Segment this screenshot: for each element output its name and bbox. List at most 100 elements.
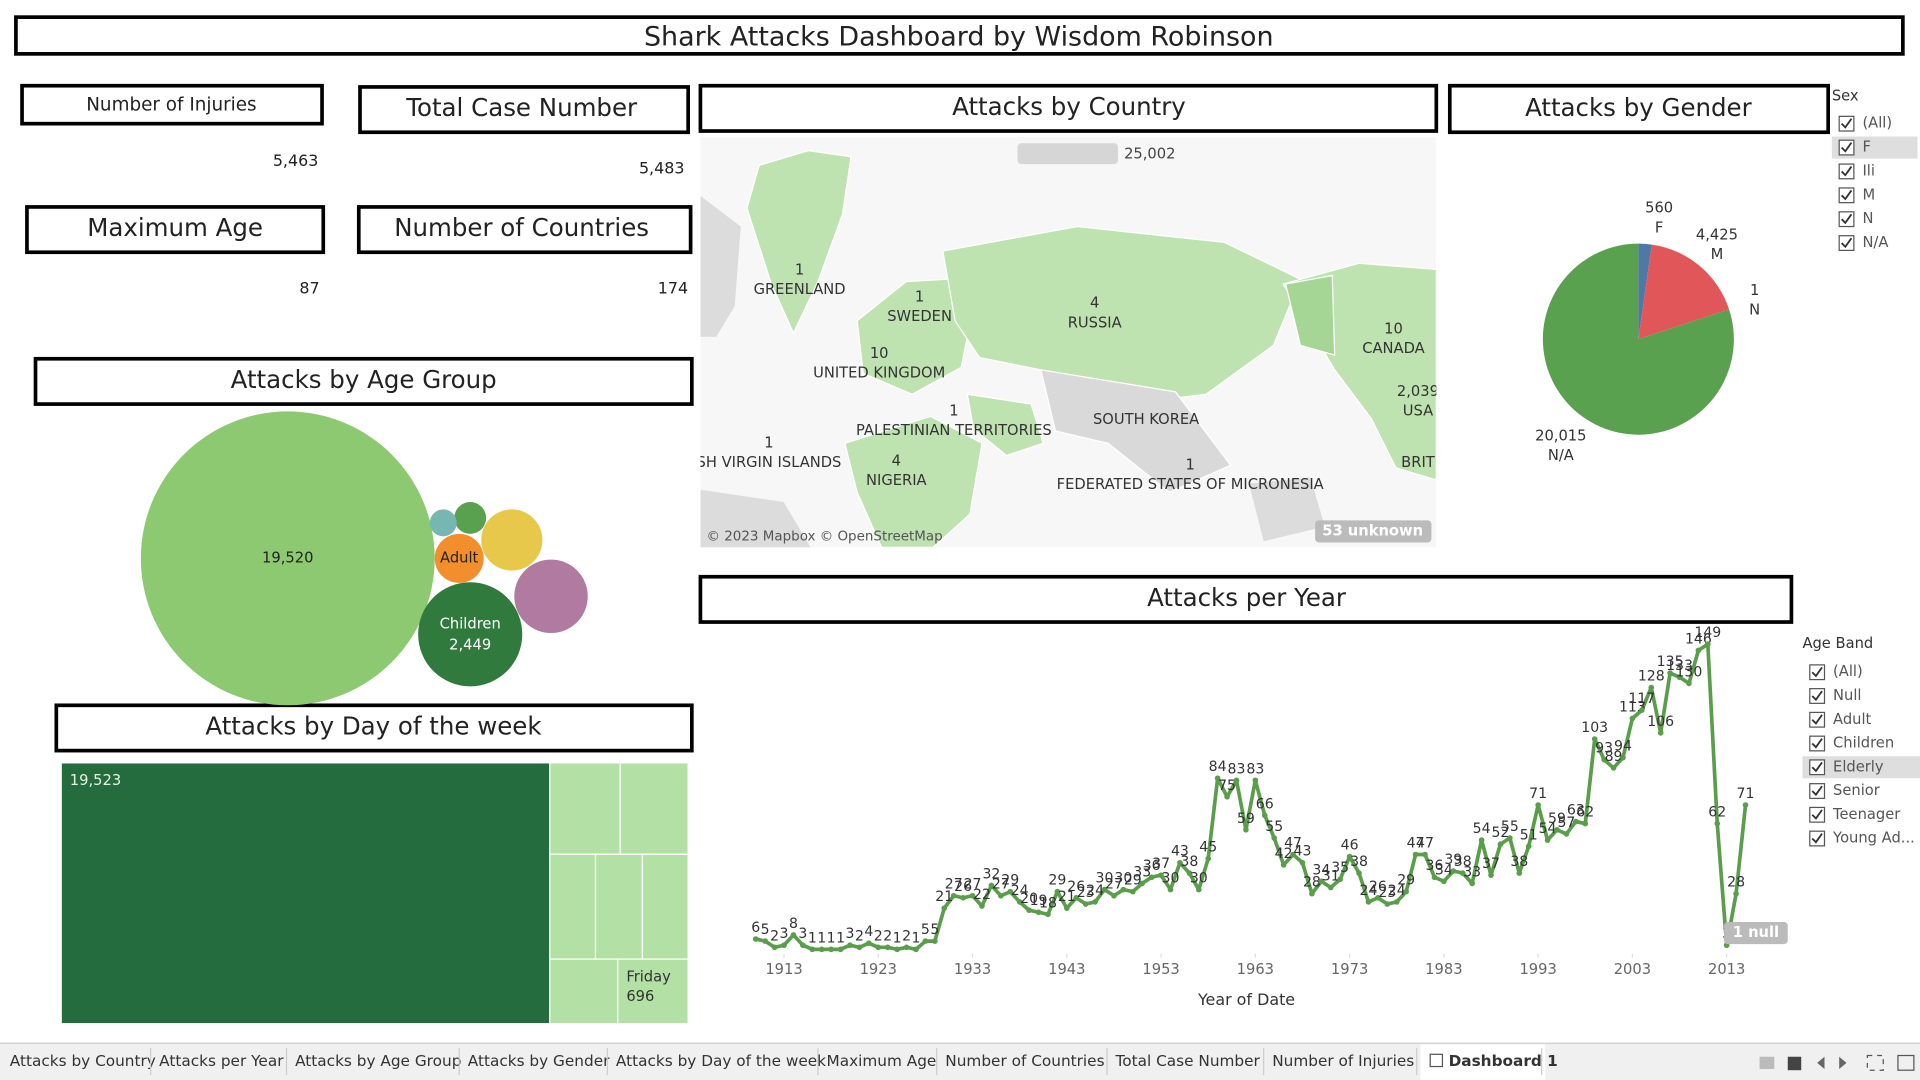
bubble[interactable] — [481, 509, 543, 571]
filter-option[interactable]: (All) — [1862, 115, 1892, 132]
filter-option[interactable]: Children — [1833, 735, 1894, 752]
checkmark[interactable] — [1811, 761, 1823, 773]
point[interactable] — [1158, 872, 1164, 878]
treemap-cell[interactable] — [60, 762, 551, 1025]
point[interactable] — [1365, 899, 1372, 905]
point[interactable] — [1422, 851, 1428, 858]
point[interactable] — [1620, 754, 1626, 761]
point[interactable] — [1403, 888, 1409, 895]
point[interactable] — [866, 940, 872, 946]
point[interactable] — [1054, 888, 1061, 895]
point[interactable] — [875, 944, 882, 951]
checkbox[interactable] — [1838, 163, 1855, 180]
pie-slice[interactable] — [1638, 243, 1652, 340]
point[interactable] — [969, 892, 976, 899]
point[interactable] — [988, 882, 995, 889]
tab[interactable]: Attacks by Country — [10, 1052, 156, 1070]
filter-option[interactable]: Adult — [1833, 711, 1872, 728]
tab[interactable]: Number of Countries — [945, 1052, 1104, 1070]
checkbox[interactable] — [1838, 139, 1855, 156]
bubble[interactable] — [514, 559, 588, 634]
point[interactable] — [1544, 837, 1551, 843]
point[interactable] — [1384, 901, 1391, 907]
point[interactable] — [922, 938, 929, 944]
point[interactable] — [1299, 859, 1306, 866]
checkbox[interactable] — [1809, 783, 1826, 799]
treemap-cell[interactable] — [594, 853, 644, 960]
point[interactable] — [1318, 878, 1325, 885]
point[interactable] — [1186, 870, 1193, 876]
point[interactable] — [1195, 886, 1202, 893]
filter-option[interactable]: Teenager — [1832, 806, 1901, 823]
point[interactable] — [1714, 820, 1721, 827]
null-badge-text[interactable]: 1 null — [1733, 924, 1779, 941]
unknown-badge[interactable] — [1315, 520, 1432, 543]
point[interactable] — [1177, 859, 1183, 866]
point[interactable] — [1205, 855, 1212, 862]
point[interactable] — [1337, 876, 1343, 883]
point[interactable] — [941, 905, 948, 911]
point[interactable] — [1733, 890, 1739, 897]
null-badge[interactable] — [1724, 922, 1788, 945]
checkbox[interactable] — [1809, 759, 1826, 776]
checkmark[interactable] — [1811, 833, 1823, 844]
point[interactable] — [1742, 802, 1749, 808]
point[interactable] — [1459, 870, 1466, 876]
point[interactable] — [1676, 674, 1683, 681]
icon[interactable] — [1839, 1056, 1847, 1069]
point[interactable] — [1657, 730, 1664, 736]
point[interactable] — [1280, 862, 1287, 868]
point[interactable] — [1375, 895, 1381, 901]
point[interactable] — [1648, 684, 1655, 691]
pie-slice[interactable] — [1638, 244, 1730, 340]
tab[interactable]: Attacks by Day of the week — [616, 1052, 826, 1070]
point[interactable] — [1101, 886, 1108, 893]
tab[interactable]: Number of Injuries — [1272, 1052, 1414, 1070]
point[interactable] — [1007, 888, 1014, 895]
point[interactable] — [884, 944, 891, 951]
checkbox[interactable] — [1809, 688, 1826, 704]
checkbox[interactable] — [1809, 664, 1826, 681]
point[interactable] — [1035, 909, 1042, 916]
tab[interactable]: Attacks by Age Group — [295, 1052, 461, 1070]
point[interactable] — [847, 942, 853, 949]
checkmark[interactable] — [1840, 189, 1853, 201]
point[interactable] — [1563, 831, 1570, 837]
point[interactable] — [752, 936, 759, 942]
point[interactable] — [1243, 826, 1249, 833]
checkmark[interactable] — [1840, 142, 1853, 153]
checkmark[interactable] — [1811, 809, 1823, 820]
point[interactable] — [1516, 870, 1523, 876]
filter-option[interactable]: Young Ad... — [1832, 830, 1915, 847]
point[interactable] — [1554, 826, 1560, 833]
filter-option[interactable]: N/A — [1862, 234, 1888, 251]
checkbox[interactable] — [1838, 187, 1855, 204]
point[interactable] — [1139, 880, 1146, 887]
point[interactable] — [932, 938, 938, 944]
checkmark[interactable] — [1811, 738, 1823, 749]
point[interactable] — [1469, 880, 1475, 887]
point[interactable] — [1346, 853, 1353, 860]
point[interactable] — [1488, 872, 1494, 878]
treemap-cell[interactable] — [617, 958, 689, 1025]
point[interactable] — [1591, 736, 1598, 742]
point[interactable] — [1356, 870, 1362, 876]
point[interactable] — [1026, 907, 1032, 914]
icon[interactable] — [1866, 1054, 1884, 1071]
point[interactable] — [1148, 874, 1155, 881]
checkbox[interactable] — [1809, 806, 1826, 823]
point[interactable] — [894, 946, 900, 953]
point[interactable] — [762, 938, 768, 944]
filter-option[interactable]: N — [1862, 210, 1873, 227]
point[interactable] — [1582, 820, 1589, 827]
point[interactable] — [1601, 756, 1607, 763]
point[interactable] — [1695, 647, 1702, 654]
point[interactable] — [828, 946, 834, 953]
bubble[interactable] — [454, 502, 487, 534]
point[interactable] — [1686, 680, 1692, 687]
point[interactable] — [1082, 901, 1089, 907]
point[interactable] — [1525, 843, 1532, 850]
treemap-cell[interactable] — [619, 762, 689, 855]
point[interactable] — [856, 944, 863, 951]
point[interactable] — [1271, 835, 1278, 841]
